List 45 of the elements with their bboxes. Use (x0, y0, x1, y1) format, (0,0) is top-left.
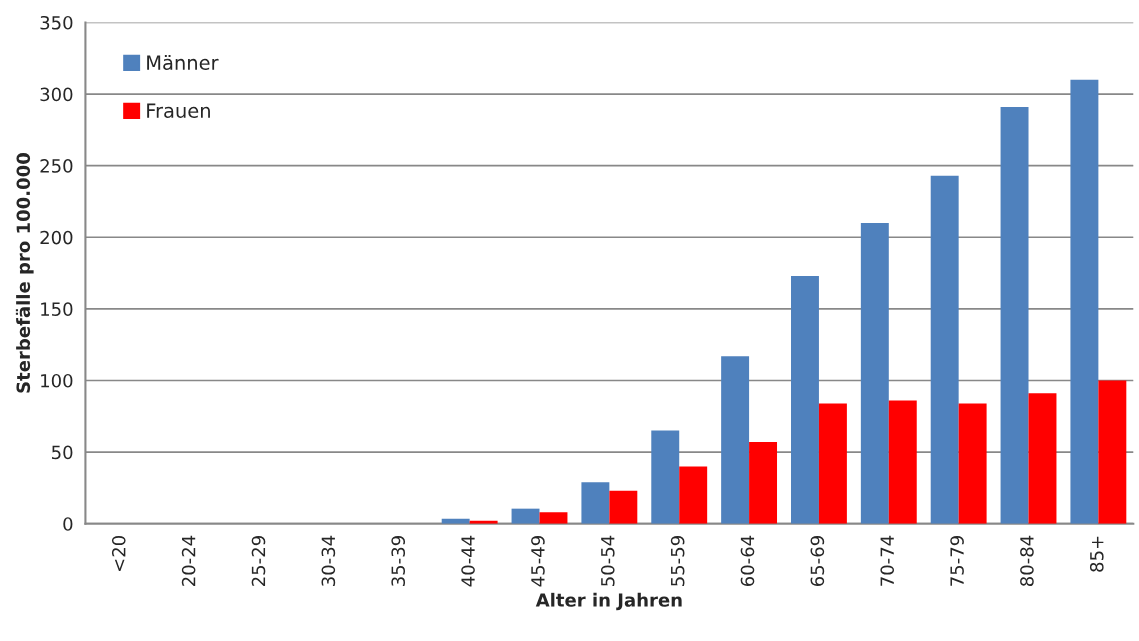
x-tick-label: 75-79 (950, 536, 964, 586)
y-tick-label: 200 (40, 230, 73, 245)
bar (791, 275, 819, 524)
x-tick-label: 85+ (1089, 536, 1104, 572)
y-tick-label: 100 (41, 373, 73, 388)
x-tick-label: 60-64 (740, 535, 755, 587)
x-tick-label: <20 (111, 536, 126, 571)
bar (679, 466, 708, 524)
y-tick-label: 350 (40, 15, 73, 30)
bar (539, 512, 568, 524)
x-tick-label: 80-84 (1020, 535, 1034, 587)
y-axis-title: Sterbefälle pro 100.000 (15, 153, 34, 393)
bar (1070, 79, 1099, 524)
bar (721, 356, 750, 524)
legend-label: Frauen (147, 103, 210, 119)
bar (930, 175, 959, 524)
x-tick-label: 50-54 (600, 535, 615, 586)
bar (1028, 393, 1057, 524)
x-tick-label: 20-24 (181, 535, 196, 586)
bar (511, 508, 540, 524)
x-tick-label: 35-39 (391, 536, 406, 586)
bar (651, 430, 680, 524)
x-tick-label: 40-44 (461, 535, 475, 587)
x-tick-label: 55-59 (670, 536, 685, 586)
x-tick-label: 25-29 (251, 536, 266, 586)
bar (1098, 380, 1127, 524)
bar (609, 490, 638, 524)
bar (860, 222, 889, 524)
y-tick-label: 0 (63, 517, 73, 531)
x-tick-label: 45-49 (531, 536, 545, 587)
bar (958, 403, 987, 524)
bar (818, 403, 847, 524)
y-tick-label: 50 (52, 445, 73, 460)
y-tick-label: 300 (40, 87, 73, 102)
x-axis-title: Alter in Jahren (535, 592, 682, 611)
bar (1000, 106, 1029, 524)
x-tick-label: 65-69 (810, 536, 825, 587)
x-tick-label: 70-74 (880, 535, 895, 586)
bar (888, 400, 917, 524)
y-tick-label: 250 (40, 159, 73, 173)
bar (749, 442, 778, 524)
x-tick-label: 30-34 (321, 535, 336, 586)
y-tick-label: 150 (41, 302, 73, 316)
bar (581, 482, 610, 524)
legend-label: Männer (147, 55, 219, 71)
